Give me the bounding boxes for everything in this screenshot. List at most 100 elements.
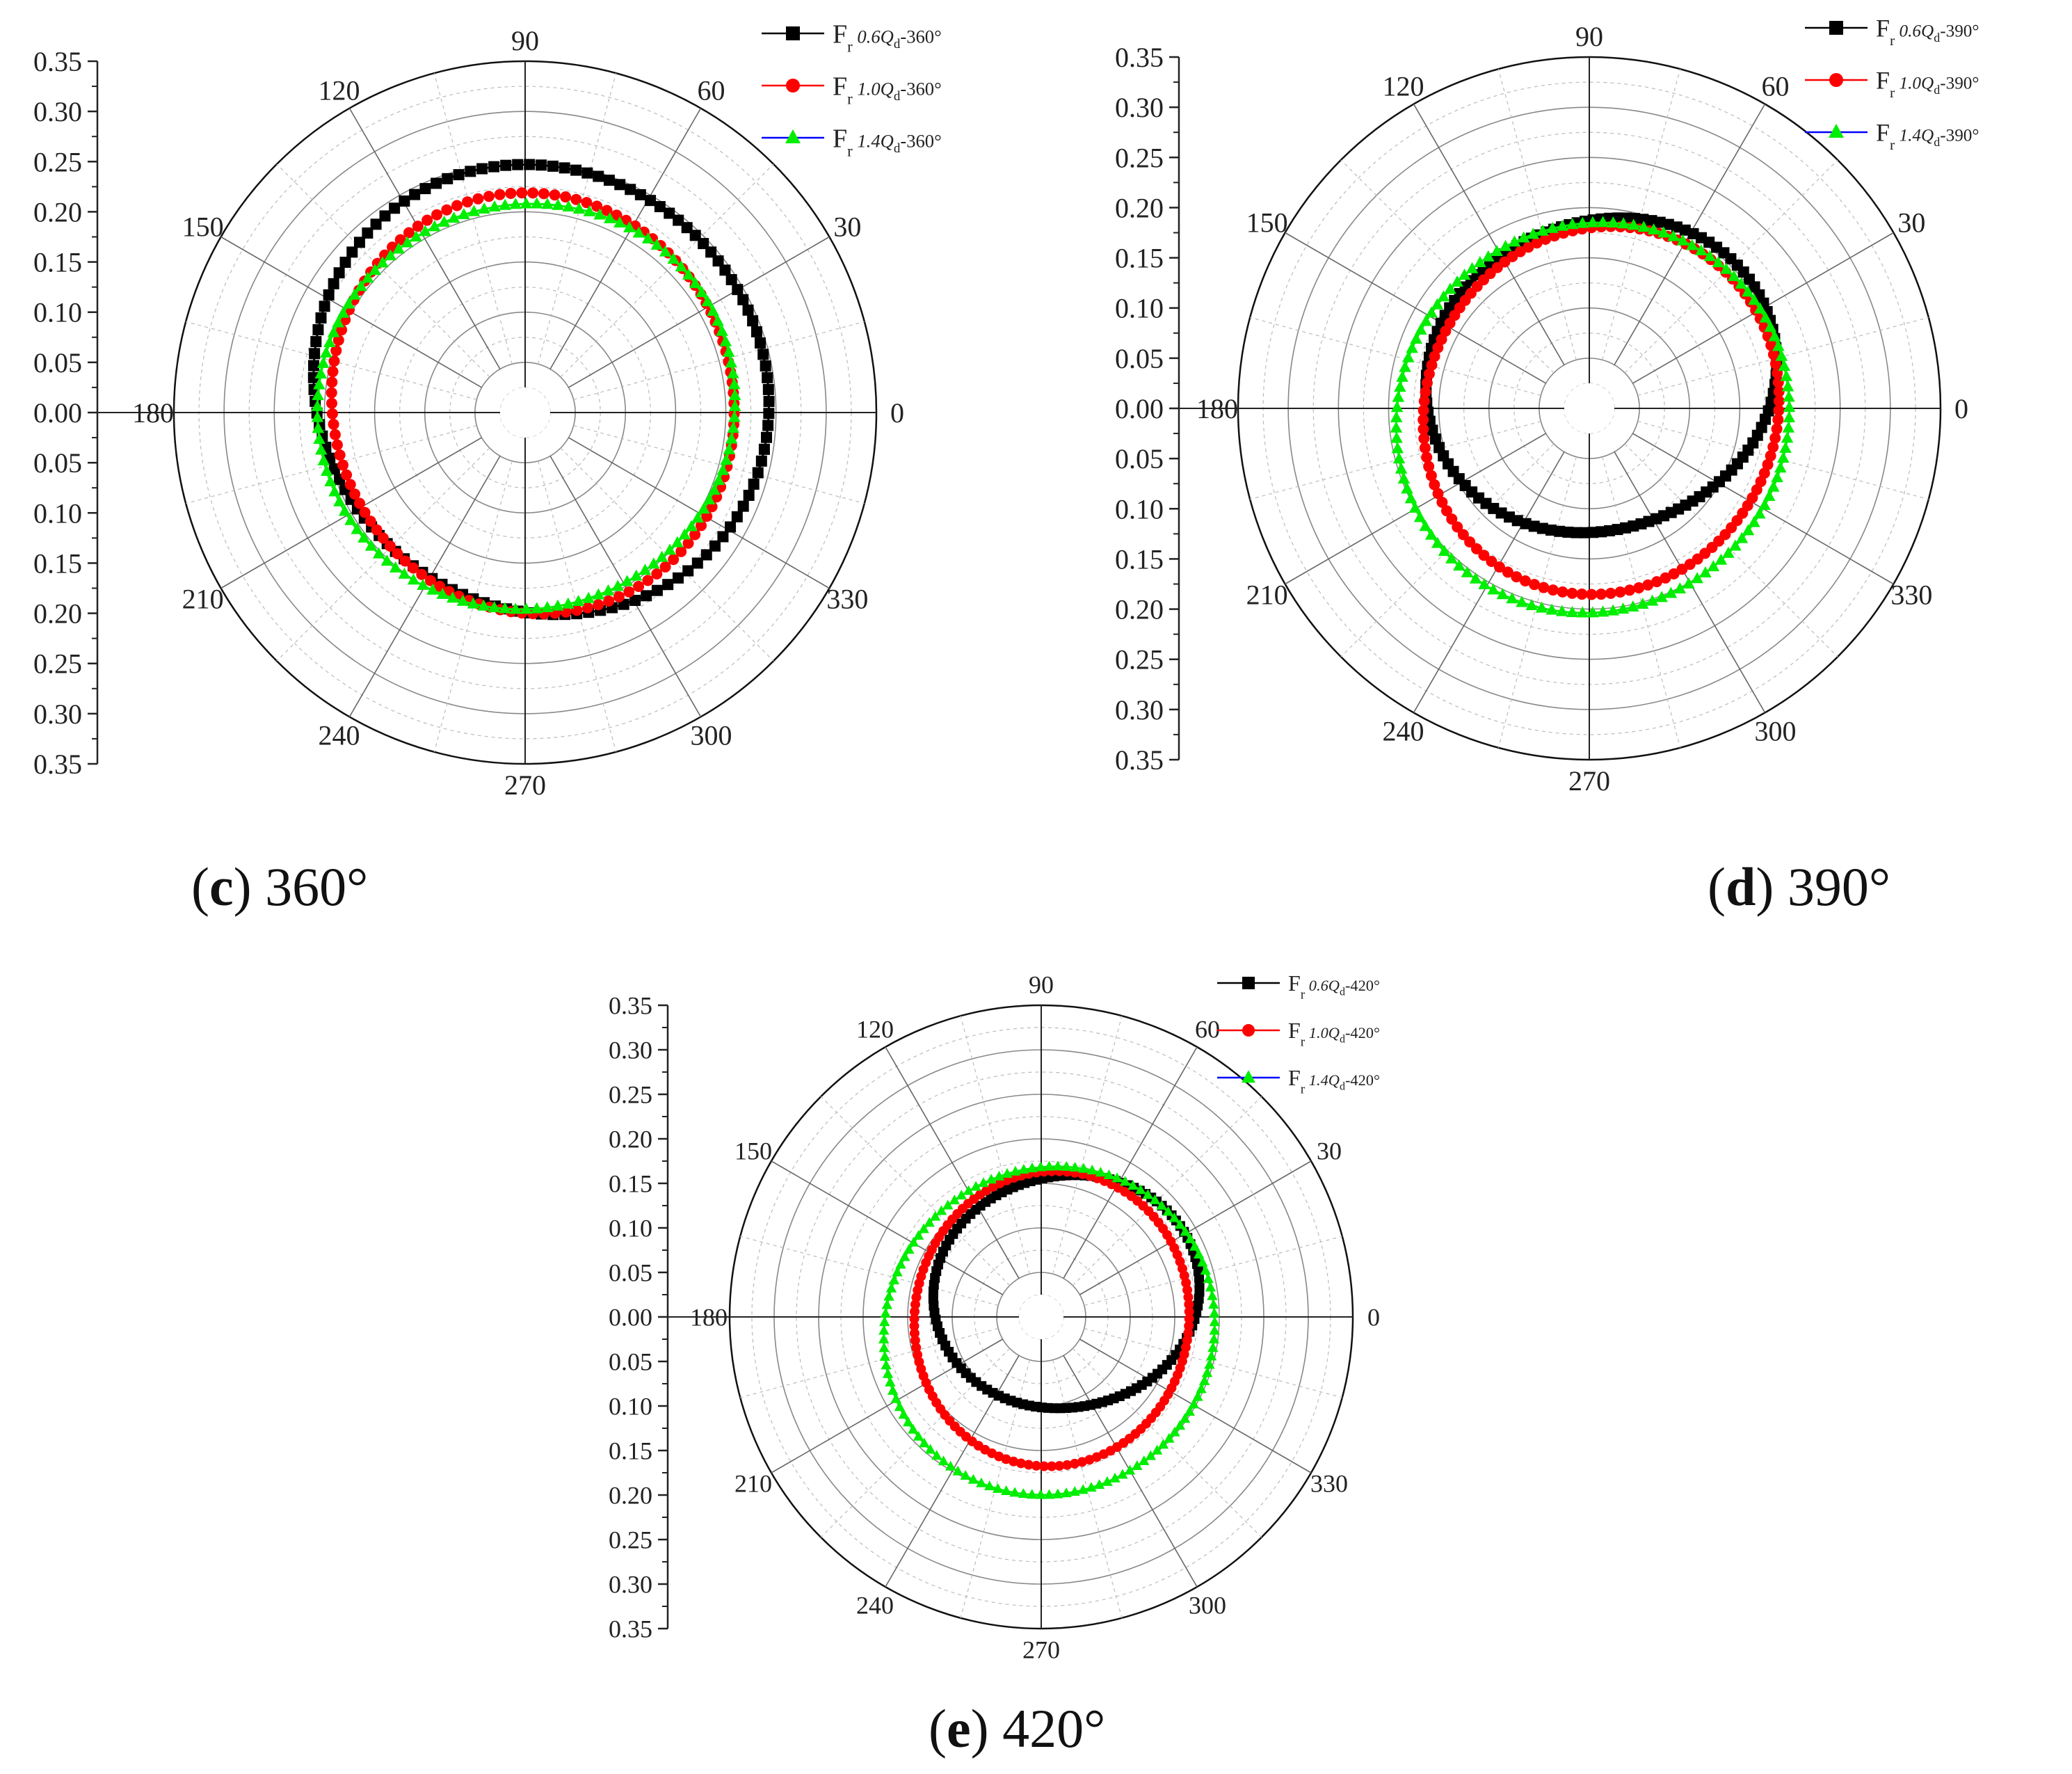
data-point xyxy=(705,246,717,258)
legend-label: Fr 1.0Qd-420° xyxy=(1288,1018,1380,1049)
data-point xyxy=(317,454,330,465)
data-point xyxy=(1654,216,1666,228)
data-point xyxy=(1762,458,1774,470)
data-point xyxy=(499,602,511,614)
data-point xyxy=(1009,1487,1020,1497)
data-point xyxy=(1767,349,1779,360)
grid-spoke xyxy=(885,1355,1020,1588)
data-point xyxy=(1184,1233,1196,1243)
data-point xyxy=(1662,218,1674,230)
data-point xyxy=(581,167,593,179)
data-point xyxy=(1506,592,1518,604)
data-point xyxy=(1035,1489,1046,1499)
data-point xyxy=(725,356,738,368)
data-point xyxy=(401,236,414,248)
grid-spoke xyxy=(1413,452,1565,713)
data-point xyxy=(1617,217,1630,229)
data-point xyxy=(1009,1456,1019,1467)
data-point xyxy=(1773,405,1785,417)
data-point xyxy=(1614,586,1626,598)
data-point xyxy=(603,211,616,223)
data-point xyxy=(1432,342,1444,353)
data-point xyxy=(570,164,582,176)
data-point xyxy=(547,160,559,172)
data-point xyxy=(1194,1293,1204,1304)
data-point xyxy=(1781,431,1794,443)
data-point xyxy=(613,591,625,602)
legend-entry: Fr 1.0Qd-390° xyxy=(1805,67,1979,101)
data-point xyxy=(728,410,741,422)
data-point xyxy=(1451,275,1463,287)
data-point xyxy=(1491,244,1503,256)
data-point xyxy=(1421,377,1433,389)
data-point xyxy=(324,474,337,486)
grid-spoke xyxy=(1497,69,1577,360)
data-point xyxy=(1714,553,1728,565)
data-point xyxy=(1429,351,1440,362)
data-point xyxy=(1206,1350,1217,1361)
legend-marker xyxy=(785,129,801,143)
data-point xyxy=(1762,489,1776,501)
data-point xyxy=(593,170,604,182)
data-point xyxy=(1111,1172,1123,1183)
data-point xyxy=(1418,433,1430,445)
data-point xyxy=(1487,583,1500,595)
data-point xyxy=(1027,1162,1038,1172)
data-point xyxy=(1151,1444,1163,1455)
data-point xyxy=(1061,1160,1072,1171)
data-point xyxy=(408,562,419,574)
data-point xyxy=(929,1210,941,1221)
radial-tick-label: 0.10 xyxy=(1115,493,1164,525)
data-point xyxy=(1209,1316,1221,1327)
data-point xyxy=(1174,1219,1186,1229)
data-point xyxy=(1646,215,1657,227)
data-point xyxy=(1481,250,1495,262)
data-point xyxy=(1201,1367,1213,1377)
data-point xyxy=(675,545,687,557)
center-hole xyxy=(1564,383,1615,434)
caption-e-text: 420° xyxy=(988,1698,1106,1759)
data-point xyxy=(1394,381,1406,392)
legend-label: Fr 0.6Qd-390° xyxy=(1876,15,1979,49)
data-point xyxy=(1117,1469,1128,1479)
series-triangle xyxy=(1390,216,1796,618)
data-point xyxy=(614,179,626,191)
data-point xyxy=(931,1450,942,1460)
data-point xyxy=(1587,216,1599,227)
data-point xyxy=(467,597,480,609)
data-point xyxy=(1780,369,1793,381)
polar-chart-d: 03060901201501802102402703003300.350.300… xyxy=(1115,15,1979,797)
data-point xyxy=(1776,452,1790,463)
data-point xyxy=(447,211,460,223)
data-point xyxy=(1027,1489,1038,1499)
data-point xyxy=(442,173,453,184)
data-point xyxy=(1445,552,1458,564)
radial-tick-label: 0.20 xyxy=(1115,192,1164,223)
data-point xyxy=(592,588,605,600)
data-point xyxy=(1207,1290,1218,1300)
data-point xyxy=(1043,1489,1055,1499)
data-point xyxy=(878,1342,890,1352)
data-point xyxy=(342,297,355,309)
data-point xyxy=(488,600,501,612)
radial-axis: 0.35 0.30 0.25 0.20 0.15 0.10 0.05 0.00 0.05 0.10… xyxy=(609,992,730,1643)
data-point xyxy=(1431,536,1444,548)
data-point xyxy=(1642,579,1654,591)
angle-tick-label: 90 xyxy=(511,25,539,56)
data-point xyxy=(1686,239,1698,250)
data-point xyxy=(1461,566,1474,577)
data-point xyxy=(1728,269,1740,281)
data-point xyxy=(1529,579,1541,591)
polar-chart-e: 03060901201501802102402703003300.350.300… xyxy=(609,970,1380,1663)
data-point xyxy=(1531,237,1543,249)
data-point xyxy=(728,399,741,411)
data-point xyxy=(1748,294,1760,305)
data-point xyxy=(881,1359,892,1370)
data-point xyxy=(1015,1458,1026,1469)
data-point xyxy=(1486,555,1497,567)
data-point xyxy=(725,521,737,533)
data-point xyxy=(1516,596,1528,607)
data-point xyxy=(1429,479,1440,490)
data-point xyxy=(1145,1450,1157,1460)
data-point xyxy=(329,429,341,440)
